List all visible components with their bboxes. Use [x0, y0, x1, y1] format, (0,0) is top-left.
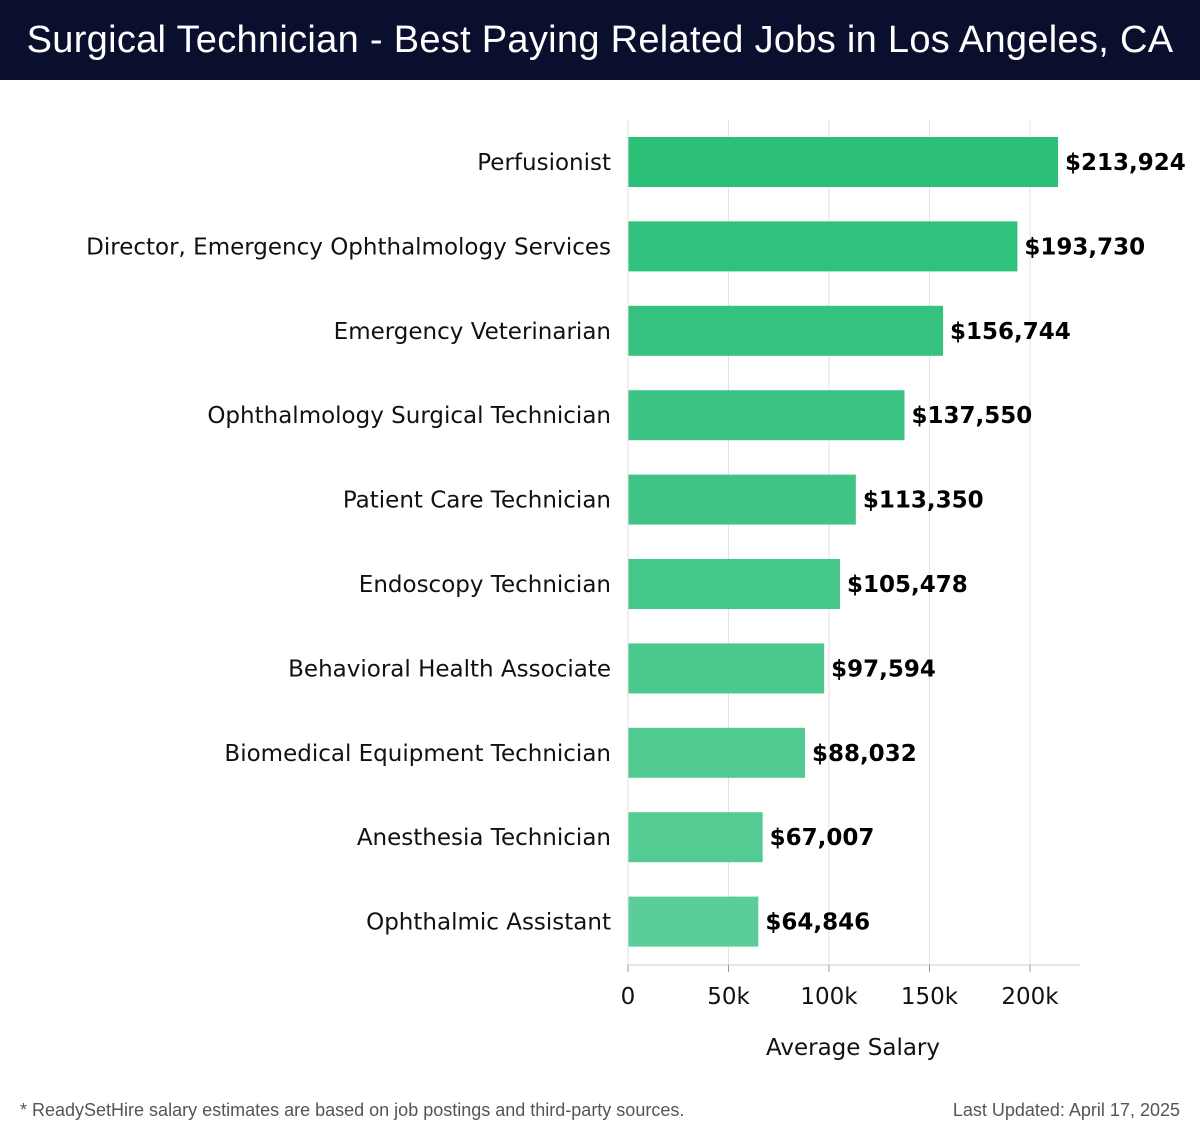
value-label: $88,032 [812, 741, 917, 767]
value-labels: $213,924 $193,730 $156,744 $137,550 $113,350… [765, 150, 1185, 936]
x-axis: 0 50k 100k 150k 200k [621, 120, 1080, 1010]
value-label: $97,594 [831, 656, 936, 682]
x-tick-label: 200k [1001, 984, 1059, 1010]
value-label: $67,007 [770, 825, 875, 851]
bar [628, 727, 805, 778]
bar-chart: Perfusionist Director, Emergency Ophthalm… [86, 120, 1186, 1061]
bar [628, 474, 856, 525]
category-label: Patient Care Technician [343, 488, 611, 514]
x-tick-label: 0 [621, 984, 636, 1010]
category-label: Behavioral Health Associate [288, 656, 611, 682]
last-updated: Last Updated: April 17, 2025 [952, 1100, 1180, 1120]
bar [628, 137, 1058, 187]
bar [628, 896, 759, 947]
chart-title: Surgical Technician - Best Paying Relate… [26, 18, 1174, 61]
category-label: Perfusionist [477, 150, 611, 176]
value-label: $105,478 [847, 572, 968, 598]
bar [628, 559, 841, 609]
value-label: $137,550 [911, 403, 1032, 429]
chart-header: Surgical Technician - Best Paying Relate… [0, 0, 1200, 80]
category-label: Endoscopy Technician [359, 572, 611, 598]
bar [628, 390, 905, 441]
x-tick-label: 100k [800, 984, 858, 1010]
bars [628, 137, 1058, 947]
category-label: Ophthalmic Assistant [366, 910, 611, 936]
value-label: $64,846 [765, 910, 870, 936]
value-label: $156,744 [950, 319, 1071, 345]
bar [628, 221, 1018, 272]
x-tick-label: 150k [901, 984, 959, 1010]
footer-note: * ReadySetHire salary estimates are base… [20, 1100, 685, 1120]
value-label: $213,924 [1065, 150, 1186, 176]
bar [628, 812, 763, 863]
x-axis-label: Average Salary [766, 1035, 940, 1061]
category-label: Director, Emergency Ophthalmology Servic… [86, 234, 611, 260]
category-label: Biomedical Equipment Technician [224, 741, 611, 767]
category-labels: Perfusionist Director, Emergency Ophthalm… [86, 150, 611, 936]
bar [628, 643, 825, 694]
category-label: Emergency Veterinarian [334, 319, 611, 345]
bar [628, 305, 944, 356]
value-label: $193,730 [1024, 234, 1145, 260]
value-label: $113,350 [863, 488, 984, 514]
category-label: Anesthesia Technician [357, 825, 611, 851]
category-label: Ophthalmology Surgical Technician [207, 403, 611, 429]
x-tick-label: 50k [707, 984, 750, 1010]
